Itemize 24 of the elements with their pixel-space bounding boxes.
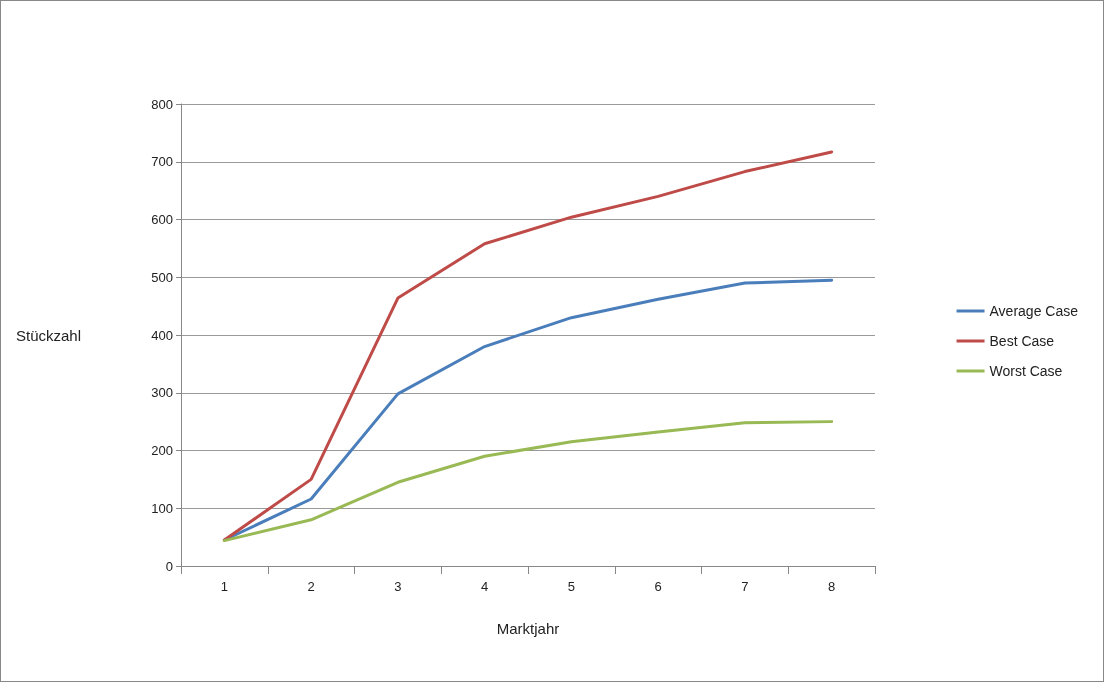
x-tick-label: 5 — [567, 579, 575, 594]
y-tick-label: 300 — [151, 385, 173, 401]
x-axis-title: Marktjahr — [496, 620, 560, 637]
y-axis-title: Stückzahl — [15, 326, 81, 344]
y-tick-label: 800 — [151, 96, 173, 112]
legend-label: Best Case — [989, 333, 1055, 349]
x-tick-label: 6 — [654, 579, 662, 594]
y-tick-label: 200 — [151, 443, 173, 458]
y-tick-label: 0 — [165, 558, 173, 574]
x-tick-label: 7 — [741, 579, 749, 594]
x-tick-label: 3 — [394, 579, 402, 594]
y-tick-label: 500 — [151, 269, 173, 285]
legend-label: Average Case — [989, 303, 1079, 319]
x-tick-label: 4 — [481, 579, 489, 594]
x-tick-label: 2 — [307, 579, 315, 594]
line-series — [222, 150, 834, 542]
y-tick-label: 400 — [151, 327, 173, 343]
y-tick-label: 700 — [151, 154, 173, 170]
line-series — [222, 420, 834, 543]
y-tick-label: 600 — [151, 212, 173, 227]
y-tick-label: 100 — [151, 500, 173, 516]
legend-label: Worst Case — [989, 363, 1063, 379]
x-tick-label: 8 — [828, 579, 836, 594]
x-tick-label: 1 — [220, 579, 228, 594]
